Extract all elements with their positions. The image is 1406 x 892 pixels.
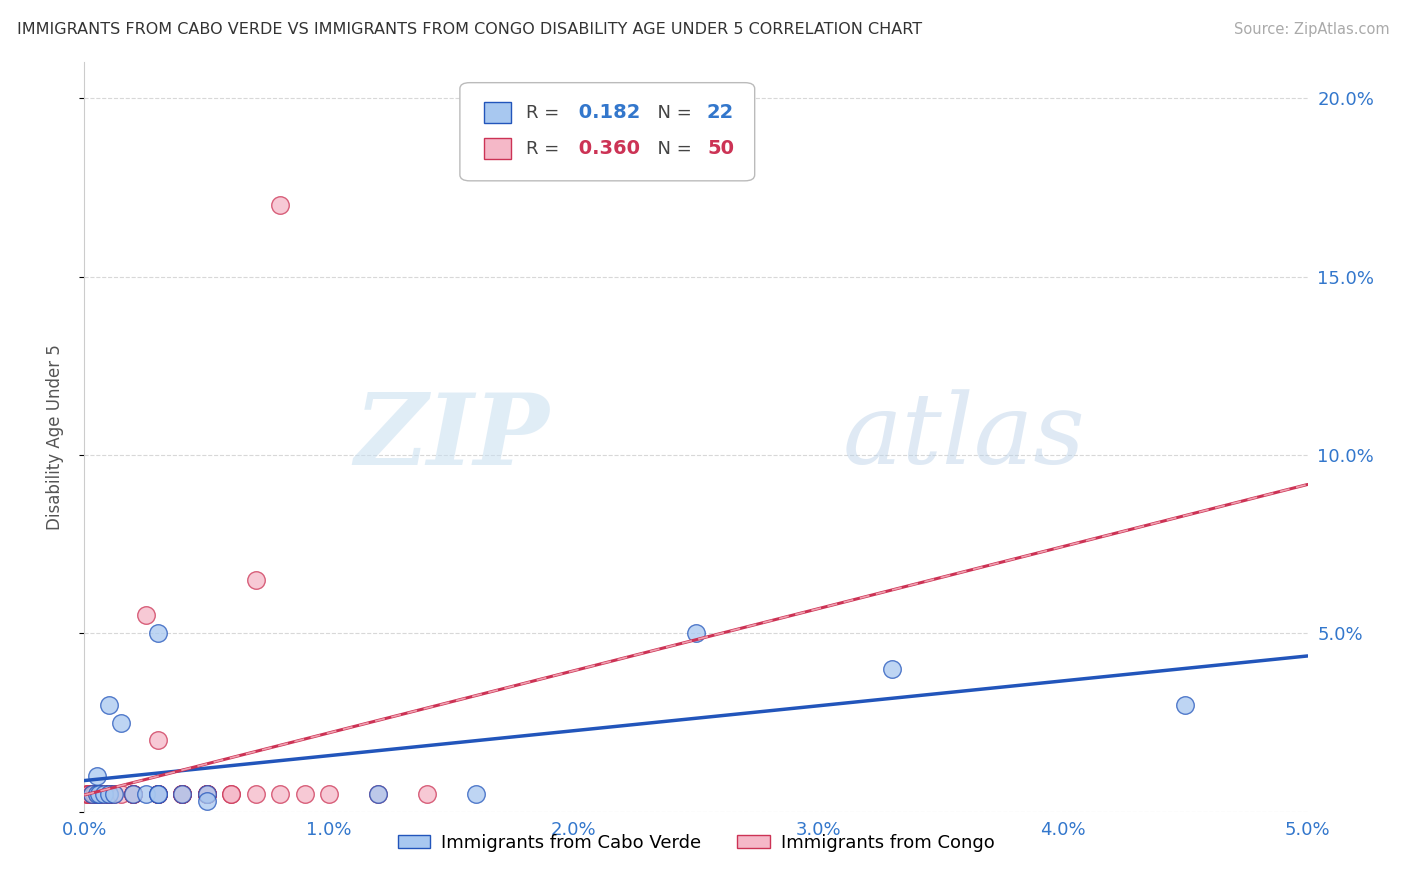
- Point: [135, 787, 157, 801]
- Point: [195, 787, 218, 801]
- Text: N =: N =: [645, 140, 697, 158]
- Point: [294, 787, 316, 801]
- Point: [87, 787, 110, 801]
- Point: [76, 787, 98, 801]
- Point: [146, 787, 169, 801]
- Point: [80, 787, 103, 801]
- Point: [195, 787, 218, 801]
- Text: 50: 50: [707, 139, 734, 158]
- Point: [146, 787, 169, 801]
- Point: [219, 787, 242, 801]
- Point: [122, 787, 145, 801]
- Point: [146, 626, 169, 640]
- Point: [195, 794, 218, 808]
- Point: [103, 787, 125, 801]
- Point: [87, 787, 110, 801]
- Point: [97, 787, 120, 801]
- Point: [195, 787, 218, 801]
- Point: [172, 787, 194, 801]
- Point: [97, 787, 120, 801]
- Point: [195, 787, 218, 801]
- Point: [135, 608, 157, 623]
- Legend: Immigrants from Cabo Verde, Immigrants from Congo: Immigrants from Cabo Verde, Immigrants f…: [391, 827, 1001, 859]
- Point: [416, 787, 439, 801]
- Point: [367, 787, 389, 801]
- Text: R =: R =: [526, 140, 565, 158]
- Point: [80, 787, 103, 801]
- Point: [318, 787, 340, 801]
- Point: [195, 787, 218, 801]
- Point: [880, 662, 903, 676]
- Point: [146, 733, 169, 747]
- Point: [122, 787, 145, 801]
- Text: ZIP: ZIP: [354, 389, 550, 485]
- Point: [97, 698, 120, 712]
- Point: [172, 787, 194, 801]
- Point: [195, 787, 218, 801]
- Point: [122, 787, 145, 801]
- Point: [245, 787, 267, 801]
- Point: [90, 787, 112, 801]
- Point: [122, 787, 145, 801]
- FancyBboxPatch shape: [460, 83, 755, 181]
- Point: [245, 573, 267, 587]
- Point: [86, 787, 108, 801]
- Point: [77, 787, 100, 801]
- Point: [86, 769, 108, 783]
- Text: R =: R =: [526, 103, 565, 121]
- Text: N =: N =: [645, 103, 697, 121]
- Point: [464, 787, 486, 801]
- Point: [83, 787, 105, 801]
- Point: [93, 787, 115, 801]
- Point: [269, 787, 291, 801]
- Text: atlas: atlas: [842, 390, 1085, 484]
- Point: [122, 787, 145, 801]
- Text: 22: 22: [707, 103, 734, 122]
- Bar: [484, 103, 512, 123]
- Point: [172, 787, 194, 801]
- Text: 0.182: 0.182: [572, 103, 641, 122]
- Point: [172, 787, 194, 801]
- Point: [195, 787, 218, 801]
- Text: Source: ZipAtlas.com: Source: ZipAtlas.com: [1233, 22, 1389, 37]
- Point: [685, 626, 707, 640]
- Bar: [484, 138, 512, 159]
- Text: 0.360: 0.360: [572, 139, 640, 158]
- Point: [146, 787, 169, 801]
- Point: [97, 787, 120, 801]
- Point: [269, 198, 291, 212]
- Point: [1174, 698, 1197, 712]
- Point: [93, 787, 115, 801]
- Text: IMMIGRANTS FROM CABO VERDE VS IMMIGRANTS FROM CONGO DISABILITY AGE UNDER 5 CORRE: IMMIGRANTS FROM CABO VERDE VS IMMIGRANTS…: [17, 22, 922, 37]
- Point: [146, 787, 169, 801]
- Point: [146, 787, 169, 801]
- Point: [77, 787, 100, 801]
- Point: [110, 787, 132, 801]
- Point: [97, 787, 120, 801]
- Point: [86, 787, 108, 801]
- Point: [97, 787, 120, 801]
- Point: [86, 787, 108, 801]
- Y-axis label: Disability Age Under 5: Disability Age Under 5: [45, 344, 63, 530]
- Point: [146, 787, 169, 801]
- Point: [219, 787, 242, 801]
- Point: [97, 787, 120, 801]
- Point: [76, 787, 98, 801]
- Point: [103, 787, 125, 801]
- Point: [367, 787, 389, 801]
- Point: [172, 787, 194, 801]
- Point: [86, 787, 108, 801]
- Point: [110, 715, 132, 730]
- Point: [172, 787, 194, 801]
- Point: [80, 787, 103, 801]
